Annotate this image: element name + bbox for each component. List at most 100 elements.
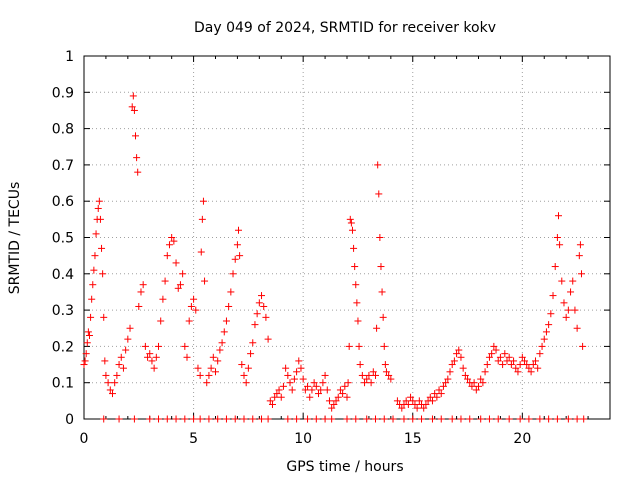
data-point bbox=[507, 361, 515, 369]
data-point bbox=[573, 324, 581, 332]
data-point bbox=[569, 277, 577, 285]
data-point bbox=[196, 371, 204, 379]
data-point bbox=[284, 371, 292, 379]
grid-lines bbox=[84, 56, 610, 419]
data-point bbox=[387, 375, 395, 383]
data-point bbox=[343, 393, 351, 401]
y-tick-label: 0.7 bbox=[52, 158, 74, 174]
data-point bbox=[247, 350, 255, 358]
zero-point bbox=[343, 415, 351, 423]
zero-point bbox=[545, 415, 553, 423]
data-point bbox=[222, 317, 230, 325]
data-point bbox=[317, 386, 325, 394]
data-point bbox=[492, 346, 500, 354]
x-tick-label: 10 bbox=[294, 431, 312, 447]
data-point bbox=[348, 226, 356, 234]
data-point bbox=[420, 404, 428, 412]
data-point bbox=[92, 230, 100, 238]
data-point bbox=[411, 400, 419, 408]
data-point bbox=[407, 393, 415, 401]
data-point bbox=[485, 353, 493, 361]
data-point bbox=[538, 342, 546, 350]
data-point bbox=[328, 404, 336, 412]
data-point bbox=[450, 357, 458, 365]
chart-title: Day 049 of 2024, SRMTID for receiver kok… bbox=[194, 20, 496, 36]
data-point bbox=[266, 397, 274, 405]
data-point bbox=[560, 299, 568, 307]
data-point bbox=[381, 361, 389, 369]
data-point bbox=[306, 393, 314, 401]
data-point bbox=[168, 234, 176, 241]
data-point bbox=[442, 379, 450, 387]
data-point bbox=[529, 361, 537, 369]
data-point bbox=[330, 400, 338, 408]
data-point bbox=[80, 361, 88, 369]
data-point bbox=[373, 324, 381, 332]
data-point bbox=[130, 106, 138, 114]
data-point bbox=[233, 241, 241, 249]
x-tick-label: 5 bbox=[189, 431, 198, 447]
data-point bbox=[354, 317, 362, 325]
data-point bbox=[426, 393, 434, 401]
data-point bbox=[165, 241, 173, 249]
data-point bbox=[433, 393, 441, 401]
zero-point bbox=[428, 415, 436, 423]
data-point bbox=[249, 339, 257, 347]
data-point bbox=[514, 368, 522, 376]
data-point bbox=[444, 375, 452, 383]
data-point bbox=[91, 252, 99, 260]
data-point bbox=[262, 313, 270, 321]
zero-point bbox=[409, 415, 417, 423]
data-point bbox=[549, 292, 557, 300]
data-point bbox=[203, 379, 211, 387]
data-point bbox=[141, 342, 149, 350]
zero-point bbox=[564, 415, 572, 423]
data-point bbox=[379, 313, 387, 321]
data-point bbox=[542, 328, 550, 336]
data-point bbox=[126, 324, 134, 332]
zero-point bbox=[172, 415, 180, 423]
x-tick-label: 0 bbox=[80, 431, 89, 447]
data-point bbox=[494, 357, 502, 365]
data-point bbox=[571, 306, 579, 314]
data-point bbox=[236, 252, 244, 260]
data-point bbox=[435, 386, 443, 394]
data-point bbox=[402, 397, 410, 405]
zero-point bbox=[312, 415, 320, 423]
data-point bbox=[512, 364, 520, 372]
data-point bbox=[295, 357, 303, 365]
zero-point bbox=[485, 415, 493, 423]
data-point bbox=[488, 350, 496, 358]
data-point bbox=[475, 382, 482, 390]
data-point bbox=[94, 204, 102, 212]
data-point bbox=[297, 364, 305, 372]
data-points bbox=[80, 92, 588, 423]
data-point bbox=[106, 386, 114, 394]
zero-point bbox=[264, 415, 272, 423]
data-point bbox=[413, 404, 421, 412]
zero-point bbox=[231, 415, 239, 423]
data-point bbox=[385, 371, 393, 379]
data-point bbox=[490, 342, 498, 350]
data-point bbox=[312, 382, 320, 390]
data-point bbox=[216, 346, 224, 354]
data-point bbox=[194, 364, 202, 372]
zero-point bbox=[553, 415, 561, 423]
data-point bbox=[483, 361, 491, 369]
data-point bbox=[85, 332, 93, 340]
data-point bbox=[102, 371, 110, 379]
data-point bbox=[172, 259, 180, 267]
data-point bbox=[214, 357, 222, 365]
data-point bbox=[332, 397, 340, 405]
data-point bbox=[375, 190, 383, 198]
data-point bbox=[558, 277, 566, 285]
data-point bbox=[238, 361, 246, 369]
zero-point bbox=[146, 415, 154, 423]
data-point bbox=[268, 400, 276, 408]
data-point bbox=[323, 386, 331, 394]
zero-point bbox=[400, 415, 408, 423]
data-point bbox=[358, 371, 366, 379]
data-point bbox=[415, 397, 423, 405]
data-point bbox=[288, 386, 296, 394]
y-tick-label: 0.6 bbox=[52, 194, 74, 210]
